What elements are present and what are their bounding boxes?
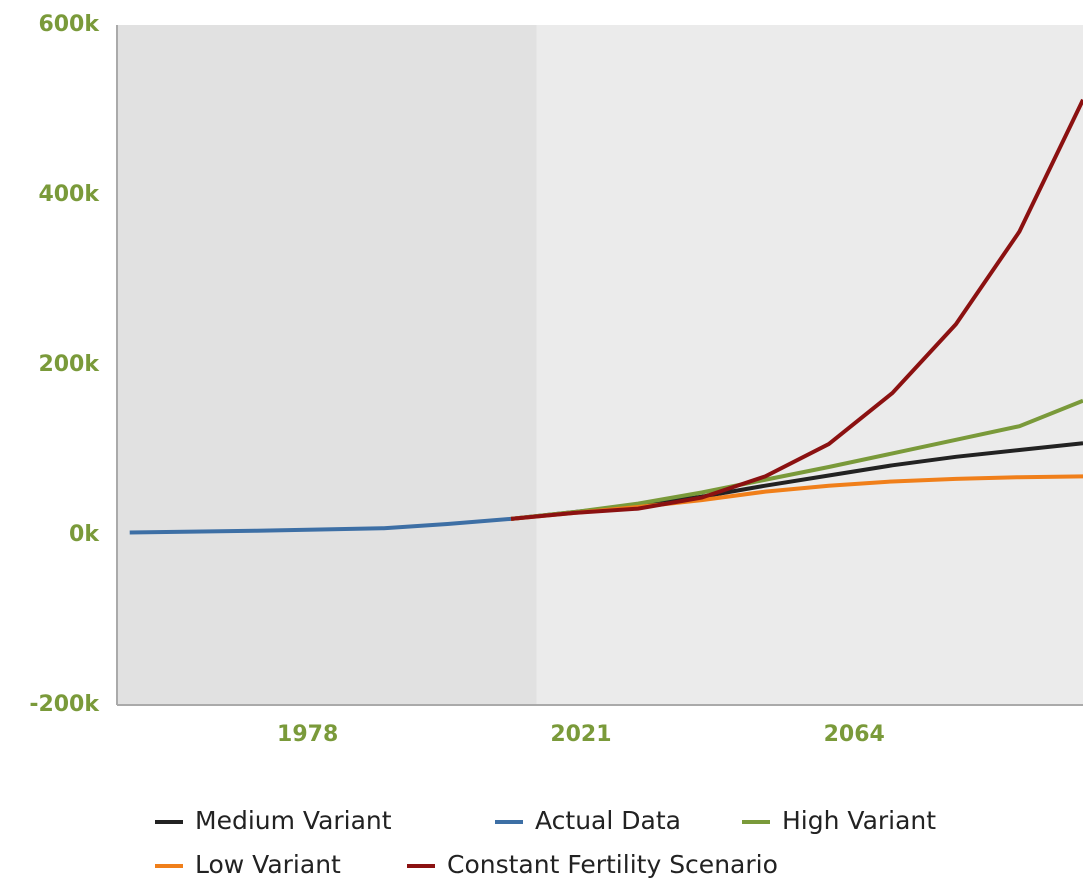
y-tick-label: 400k bbox=[38, 182, 100, 207]
legend-label: High Variant bbox=[782, 806, 936, 835]
x-tick-label: 2021 bbox=[550, 722, 611, 747]
series-line bbox=[510, 98, 1083, 521]
series-line bbox=[129, 516, 512, 535]
legend-label: Medium Variant bbox=[195, 806, 392, 835]
series-line bbox=[510, 398, 1083, 521]
legend-label: Low Variant bbox=[195, 850, 341, 879]
y-tick-label: 200k bbox=[38, 352, 100, 377]
legend-label: Constant Fertility Scenario bbox=[447, 850, 778, 879]
y-tick-label: 0k bbox=[69, 522, 100, 547]
shaded-region bbox=[117, 25, 537, 705]
x-tick-label: 1978 bbox=[277, 722, 338, 747]
x-tick-label: 2064 bbox=[824, 722, 885, 747]
legend-label: Actual Data bbox=[535, 806, 681, 835]
y-tick-label: 600k bbox=[38, 12, 100, 37]
y-tick-label: -200k bbox=[29, 692, 100, 717]
